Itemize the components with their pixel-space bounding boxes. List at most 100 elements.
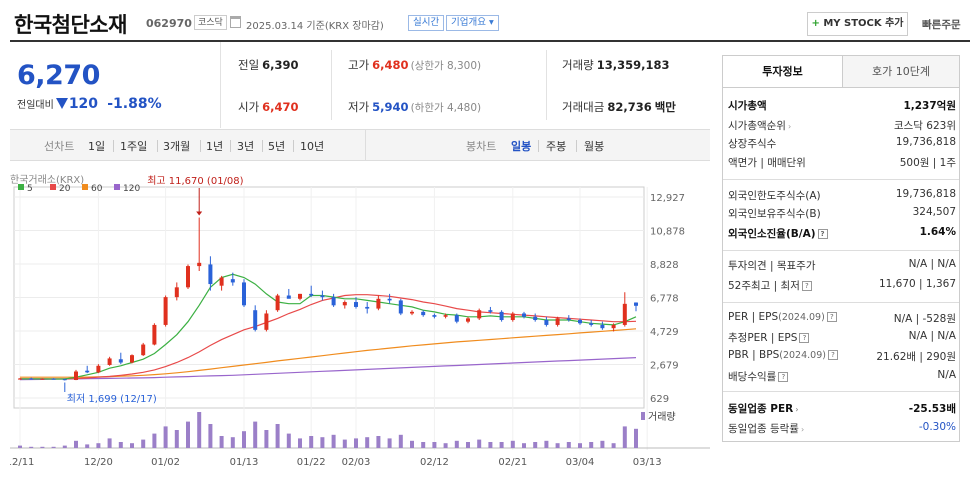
tab-5y[interactable]: 5년 (268, 140, 286, 153)
date-basis: 2025.03.14 기준(KRX 장마감) (246, 21, 384, 32)
candle-body (578, 320, 582, 324)
info-key-text: 외국인소진율(B/A) (728, 228, 816, 240)
divider (546, 50, 547, 120)
volume-bar (141, 439, 146, 448)
candle-body (309, 293, 314, 296)
candle-body (219, 277, 224, 286)
volume-bar (264, 430, 269, 448)
help-icon[interactable]: ? (801, 281, 812, 291)
divider (230, 140, 231, 152)
info-value: 11,670 | 1,367 (878, 278, 956, 290)
info-value: -25.53배 (908, 403, 956, 415)
candle-body (230, 279, 235, 283)
calendar-icon (230, 16, 241, 28)
chevron-right-icon[interactable]: › (800, 425, 805, 434)
tab-investment-info[interactable]: 투자정보 (723, 56, 842, 87)
quick-order-link[interactable]: 빠른주문 (922, 19, 961, 31)
stat-value: 6,390 (262, 58, 299, 72)
volume-bar (331, 434, 336, 448)
volume-bar (365, 437, 370, 448)
x-tick-label: 01/22 (297, 457, 326, 468)
volume-bar (152, 433, 157, 448)
volume-bar (432, 442, 437, 448)
divider (365, 130, 366, 161)
info-key-text: 시가총액 (728, 100, 767, 112)
candle-body (499, 311, 504, 321)
tab-daily[interactable]: 일봉 (511, 140, 532, 153)
divider (723, 250, 959, 251)
legend-label: 20 (59, 184, 71, 194)
volume-bar (488, 442, 493, 448)
candle-chart-label: 봉차트 (466, 140, 497, 153)
info-key: 52주최고 | 최저? (728, 278, 812, 293)
info-value: N/A | N/A (908, 330, 956, 342)
candle-body (376, 298, 381, 309)
candle-body (354, 302, 358, 307)
volume-bar (454, 440, 459, 448)
volume-legend-swatch (641, 412, 645, 420)
info-row: PBR | BPS(2024.09)? 21.62배 | 290원 (728, 349, 956, 367)
help-icon[interactable]: ? (817, 229, 828, 239)
volume-bar (634, 428, 638, 448)
change-amount: 120 (68, 96, 99, 112)
volume-bar (118, 442, 123, 448)
info-key-text: 외국인한도주식수(A) (728, 190, 821, 202)
tab-3m[interactable]: 3개월 (163, 140, 191, 153)
volume-bar (107, 438, 112, 448)
info-row: 상장주식수 19,736,818 (728, 136, 956, 154)
volume-bar (342, 439, 347, 448)
tab-monthly[interactable]: 월봉 (584, 140, 605, 153)
info-row: 동일업종 등락률 › -0.30% (728, 421, 956, 439)
divider (331, 50, 332, 120)
candle-body (522, 313, 526, 317)
info-value: 500원 | 1주 (899, 157, 956, 169)
candlestick-chart[interactable]: 12,927 10,878 8,828 6,778 4,729 2,679 629 한국거래소… (6, 162, 710, 480)
info-key-text: 추정PER | EPS (728, 332, 798, 344)
volume-bar (320, 437, 325, 448)
x-tick-label: 12/11 (10, 457, 34, 468)
candle-body (298, 293, 302, 299)
tab-1y[interactable]: 1년 (206, 140, 224, 153)
candle-body (18, 378, 22, 380)
info-row: 액면가 | 매매단위 500원 | 1주 (728, 155, 956, 173)
volume-bar (589, 442, 594, 448)
help-icon[interactable]: ? (799, 333, 810, 343)
divider (576, 140, 577, 152)
low-annotation: 최저 1,699 (12/17) (67, 393, 157, 405)
y-tick-label: 4,729 (650, 327, 679, 338)
tab-3y[interactable]: 3년 (237, 140, 255, 153)
candle-body (40, 378, 45, 380)
help-icon[interactable]: ? (778, 372, 789, 382)
company-info-dropdown[interactable]: 기업개요 ▾ (446, 15, 499, 31)
down-triangle-icon (55, 98, 68, 109)
tab-1d[interactable]: 1일 (88, 140, 106, 153)
info-value: N/A | N/A (908, 258, 956, 270)
info-value: 19,736,818 (895, 188, 956, 200)
tab-1w[interactable]: 1주일 (120, 140, 148, 153)
candle-body (432, 315, 437, 317)
realtime-button[interactable]: 실시간 (408, 15, 445, 31)
tab-order-book[interactable]: 호가 10단계 (842, 56, 959, 87)
stat-label: 거래량 (562, 58, 594, 72)
chevron-right-icon[interactable]: › (795, 405, 799, 414)
change-percent: -1.88% (107, 96, 162, 112)
moving-average-line (20, 294, 637, 380)
info-value: N/A | -528원 (893, 313, 956, 325)
add-my-stock-button[interactable]: + MY STOCK 추가 (807, 12, 908, 36)
help-icon[interactable]: ? (827, 350, 838, 360)
candle-body (466, 318, 470, 322)
info-value: 1,237억원 (903, 100, 956, 112)
candle-body (566, 318, 571, 321)
info-value: 코스닥 623위 (893, 120, 956, 132)
stock-chart[interactable]: 12,927 10,878 8,828 6,778 4,729 2,679 629 한국거래소… (6, 162, 710, 480)
x-tick-label: 03/13 (633, 457, 662, 468)
chevron-right-icon[interactable]: › (787, 122, 792, 131)
volume-bar (544, 440, 549, 448)
tab-weekly[interactable]: 주봉 (546, 140, 567, 153)
divider (113, 140, 114, 152)
tab-10y[interactable]: 10년 (300, 140, 325, 153)
stat-high: 고가 6,480 (상한가 8,300) (348, 57, 481, 73)
candle-body (410, 311, 414, 314)
info-key: 동일업종 PER › (728, 401, 799, 416)
help-icon[interactable]: ? (826, 312, 837, 322)
